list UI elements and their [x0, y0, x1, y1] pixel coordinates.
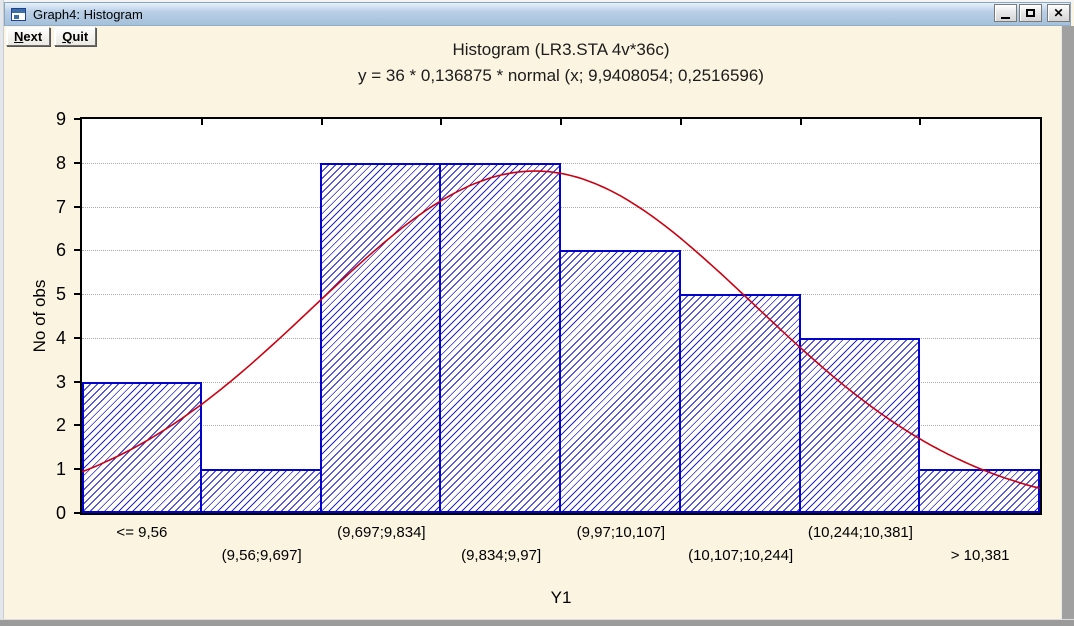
window-bottom-edge: [0, 619, 1074, 626]
x-tick-label-5: (9,97;10,107]: [576, 524, 666, 541]
top-tick: [440, 119, 443, 125]
y-axis-tick: [74, 424, 80, 427]
window-right-edge: [1061, 26, 1074, 620]
y-tick-label-4: 4: [55, 327, 66, 348]
histogram-bar-7: [798, 337, 921, 513]
histogram-bar-3: [319, 162, 442, 513]
y-tick-label-0: 0: [55, 503, 66, 523]
histogram-bar-1: [82, 381, 202, 513]
x-tick-label-1: <= 9,56: [116, 524, 168, 541]
x-tick-label-7: (10,244;10,381]: [807, 524, 913, 541]
y-axis-tick: [74, 380, 80, 383]
top-tick: [679, 119, 682, 125]
y-axis-tick: [74, 249, 80, 252]
top-tick: [560, 119, 562, 125]
y-tick-label-1: 1: [55, 459, 66, 480]
chart-title: Histogram (LR3.STA 4v*36c): [452, 40, 670, 59]
y-axis-tick: [74, 118, 80, 120]
y-axis-tick: [74, 293, 80, 296]
x-tick-label-4: (9,834;9,97]: [461, 547, 542, 564]
top-tick: [200, 119, 203, 125]
histogram-bar-5: [559, 250, 681, 513]
histogram-bar-4: [439, 162, 561, 513]
window-controls: ✕: [992, 4, 1070, 22]
y-axis-tick: [74, 205, 80, 208]
graph-window-icon: [11, 7, 26, 21]
y-axis-tick: [74, 336, 80, 339]
normal-curve: [81, 170, 1041, 490]
y-tick-label-2: 2: [55, 415, 66, 436]
top-tick: [799, 119, 802, 125]
x-tick-label-3: (9,697;9,834]: [337, 524, 426, 541]
top-tick: [320, 119, 323, 125]
y-tick-label-5: 5: [55, 284, 66, 305]
y-tick-label-7: 7: [55, 196, 66, 217]
maximize-icon[interactable]: [1019, 4, 1042, 22]
window-left-edge: [0, 0, 4, 620]
gridline-y8: [82, 162, 1040, 164]
histogram-bar-8: [918, 469, 1040, 513]
window-title: Graph4: Histogram: [33, 6, 143, 22]
y-axis-tick: [74, 161, 80, 164]
plot-area: [74, 117, 1042, 515]
x-tick-label-8: > 10,381: [950, 547, 1010, 564]
y-axis-tick: [74, 512, 80, 514]
top-tick: [919, 119, 922, 125]
chart-subtitle: y = 36 * 0,136875 * normal (x; 9,9408054…: [358, 66, 764, 85]
titlebar[interactable]: Graph4: Histogram: [4, 2, 1071, 26]
y-tick-label-3: 3: [55, 371, 66, 392]
minimize-icon[interactable]: [994, 4, 1017, 22]
x-axis-title: Y1: [550, 588, 572, 607]
y-tick-label-9: 9: [55, 109, 66, 129]
window-top-edge: [0, 0, 1074, 3]
gridline-y7: [82, 206, 1040, 208]
x-tick-label-2: (9,56;9,697]: [221, 547, 302, 564]
x-tick-label-6: (10,107;10,244]: [688, 547, 794, 564]
y-tick-label-8: 8: [55, 152, 66, 173]
histogram-bar-6: [678, 294, 801, 513]
close-icon[interactable]: ✕: [1047, 4, 1070, 22]
y-axis-tick: [74, 468, 80, 471]
histogram-bar-2: [199, 469, 322, 513]
y-tick-label-6: 6: [55, 240, 66, 261]
